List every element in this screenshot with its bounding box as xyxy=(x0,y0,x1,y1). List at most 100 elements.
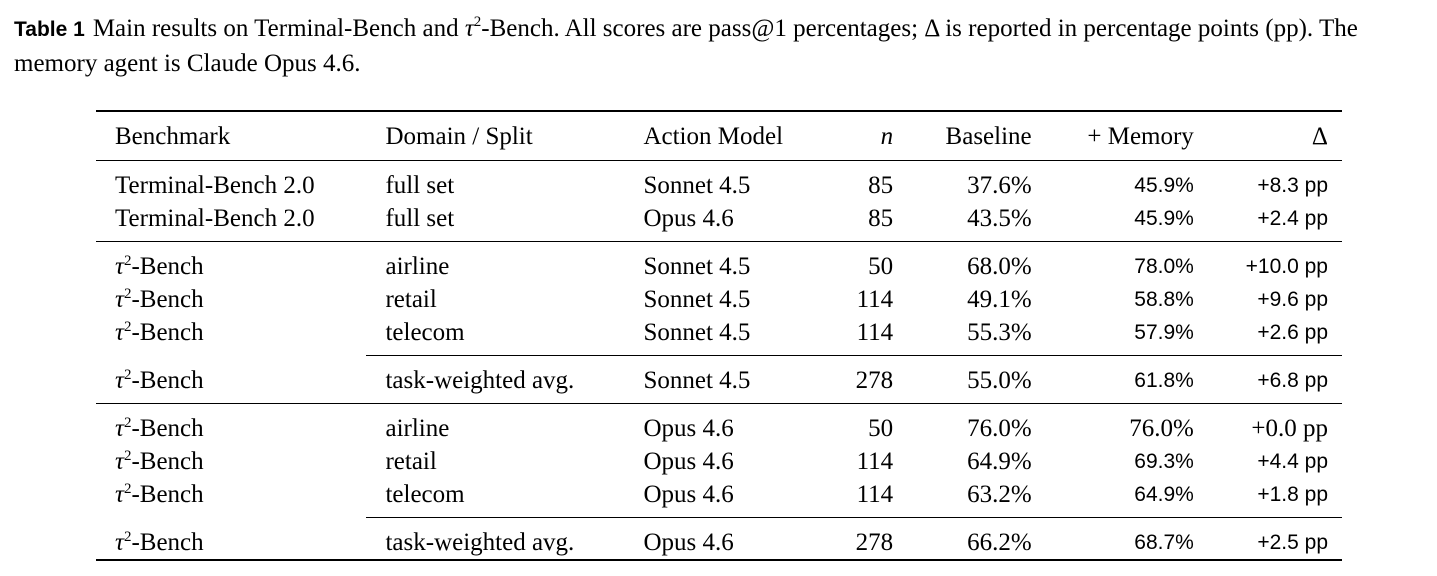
cell-baseline: 68.0% xyxy=(907,241,1046,283)
cell-model: Sonnet 4.5 xyxy=(624,355,826,404)
cell-baseline: 55.0% xyxy=(907,355,1046,404)
table-caption: Table 1 Main results on Terminal-Bench an… xyxy=(14,12,1434,81)
cell-memory: 45.9% xyxy=(1134,207,1194,230)
tau-symbol: τ xyxy=(115,253,124,280)
cell-domain: task-weighted avg. xyxy=(366,355,625,404)
benchmark-suffix: -Bench xyxy=(131,528,204,556)
cell-baseline: 76.0% xyxy=(907,403,1046,445)
cell-domain: telecom xyxy=(385,481,465,508)
cell-baseline: 63.2% xyxy=(967,481,1032,508)
cell-benchmark: Terminal-Bench 2.0 xyxy=(115,205,315,232)
cell-delta: +4.4 pp xyxy=(1257,450,1328,473)
cell-benchmark: τ2-Bench xyxy=(96,478,366,518)
cell-memory: 45.9% xyxy=(1134,174,1194,197)
tau-superscript: 2 xyxy=(123,528,132,545)
cell-model: Sonnet 4.5 xyxy=(643,286,751,313)
benchmark-suffix: -Bench xyxy=(131,319,204,347)
table-row: τ2-Bench telecom Opus 4.6 114 63.2% 64.9% +1.8… xyxy=(96,478,1342,518)
cell-model: Opus 4.6 xyxy=(643,205,734,232)
tau-superscript: 2 xyxy=(123,286,132,302)
header-n-text: n xyxy=(880,122,894,150)
tau-superscript: 2 xyxy=(123,366,132,383)
cell-domain: airline xyxy=(366,241,625,283)
caption-text-before: Main results on Terminal-Bench and xyxy=(92,15,465,42)
header-baseline: Baseline xyxy=(907,110,1046,161)
table-header-row: Benchmark Domain / Split Action Model n … xyxy=(96,110,1342,161)
cell-memory: 69.3% xyxy=(1134,450,1194,473)
cell-model: Opus 4.6 xyxy=(643,481,734,508)
cell-baseline: 43.5% xyxy=(967,205,1032,232)
tau-superscript: 2 xyxy=(123,481,132,498)
tau-symbol: τ xyxy=(115,286,124,313)
cell-model: Opus 4.6 xyxy=(624,403,826,445)
cell-memory: 68.7% xyxy=(1045,517,1208,561)
cell-baseline: 66.2% xyxy=(907,517,1046,561)
cell-baseline: 55.3% xyxy=(967,319,1032,346)
cell-domain: retail xyxy=(385,286,437,313)
table-row: τ2-Bench retail Opus 4.6 114 64.9% 69.3% +4.4 … xyxy=(96,445,1342,478)
benchmark-suffix: -Bench xyxy=(131,415,204,442)
tau-superscript: 2 xyxy=(123,253,132,269)
cell-domain: retail xyxy=(385,448,437,475)
cell-model: Opus 4.6 xyxy=(643,448,734,475)
header-action-model: Action Model xyxy=(624,110,826,161)
cell-n: 114 xyxy=(856,286,894,313)
cell-delta: +1.8 pp xyxy=(1257,483,1328,506)
table-row: τ2-Bench task-weighted avg. Opus 4.6 278 66.… xyxy=(96,517,1342,561)
cell-memory: 78.0% xyxy=(1045,241,1208,283)
tau-superscript: 2 xyxy=(123,448,132,464)
cell-model: Sonnet 4.5 xyxy=(643,172,751,199)
tau-symbol: τ xyxy=(115,448,124,475)
cell-baseline: 64.9% xyxy=(967,448,1032,475)
table-row: τ2-Bench airline Opus 4.6 50 76.0% 76.0% +0.0 … xyxy=(96,403,1342,445)
header-benchmark: Benchmark xyxy=(96,110,367,161)
cell-benchmark: τ2-Bench xyxy=(96,316,366,356)
cell-memory: 57.9% xyxy=(1134,321,1194,344)
cell-domain: airline xyxy=(366,403,625,445)
cell-n: 114 xyxy=(856,481,894,508)
cell-benchmark: τ2-Bench xyxy=(96,445,366,478)
cell-memory: 61.8% xyxy=(1045,355,1208,404)
cell-model: Opus 4.6 xyxy=(624,517,826,561)
cell-delta: +0.0 pp xyxy=(1207,403,1342,445)
cell-memory: 76.0% xyxy=(1045,403,1208,445)
cell-domain: full set xyxy=(385,205,455,232)
cell-benchmark: τ2-Bench xyxy=(96,517,367,561)
benchmark-suffix: -Bench xyxy=(131,253,204,280)
tau-symbol: τ xyxy=(115,366,124,394)
cell-baseline: 49.1% xyxy=(967,286,1032,313)
benchmark-suffix: -Bench xyxy=(131,448,204,475)
table-row: Terminal-Bench 2.0 full set Sonnet 4.5 85 37… xyxy=(96,161,1342,203)
header-domain-split: Domain / Split xyxy=(366,110,625,161)
cell-n: 114 xyxy=(856,319,894,346)
cell-benchmark: Terminal-Bench 2.0 xyxy=(115,172,315,199)
table-label: Table 1 xyxy=(14,18,85,41)
tau-symbol: τ xyxy=(115,415,124,442)
cell-n: 278 xyxy=(825,355,908,404)
cell-delta: +6.8 pp xyxy=(1207,355,1342,404)
cell-baseline: 37.6% xyxy=(967,172,1032,199)
cell-model: Sonnet 4.5 xyxy=(624,241,826,283)
cell-domain: telecom xyxy=(385,319,465,346)
cell-memory: 64.9% xyxy=(1134,483,1194,506)
cell-benchmark: τ2-Bench xyxy=(96,283,366,316)
header-delta: Δ xyxy=(1207,110,1342,161)
caption-tau-superscript: 2 xyxy=(473,14,482,30)
cell-domain: task-weighted avg. xyxy=(366,517,625,561)
caption-text-after: -Bench. All scores are pass@1 percentage… xyxy=(14,15,1358,77)
cell-n: 85 xyxy=(868,172,894,199)
cell-domain: full set xyxy=(385,172,455,199)
cell-delta: +8.3 pp xyxy=(1257,174,1328,197)
cell-delta: +2.6 pp xyxy=(1257,321,1328,344)
table-row: Terminal-Bench 2.0 full set Opus 4.6 85 43.5… xyxy=(96,202,1342,242)
table-row: τ2-Bench airline Sonnet 4.5 50 68.0% 78.0% +10… xyxy=(96,241,1342,283)
table-row: τ2-Bench task-weighted avg. Sonnet 4.5 278 5… xyxy=(96,355,1342,404)
cell-n: 278 xyxy=(825,517,908,561)
cell-n: 114 xyxy=(856,448,894,475)
cell-delta: +2.4 pp xyxy=(1257,207,1328,230)
cell-delta: +2.5 pp xyxy=(1207,517,1342,561)
cell-n: 85 xyxy=(868,205,894,232)
caption-tau-symbol: τ xyxy=(464,15,474,42)
tau-superscript: 2 xyxy=(123,415,132,431)
tau-symbol: τ xyxy=(115,481,124,509)
